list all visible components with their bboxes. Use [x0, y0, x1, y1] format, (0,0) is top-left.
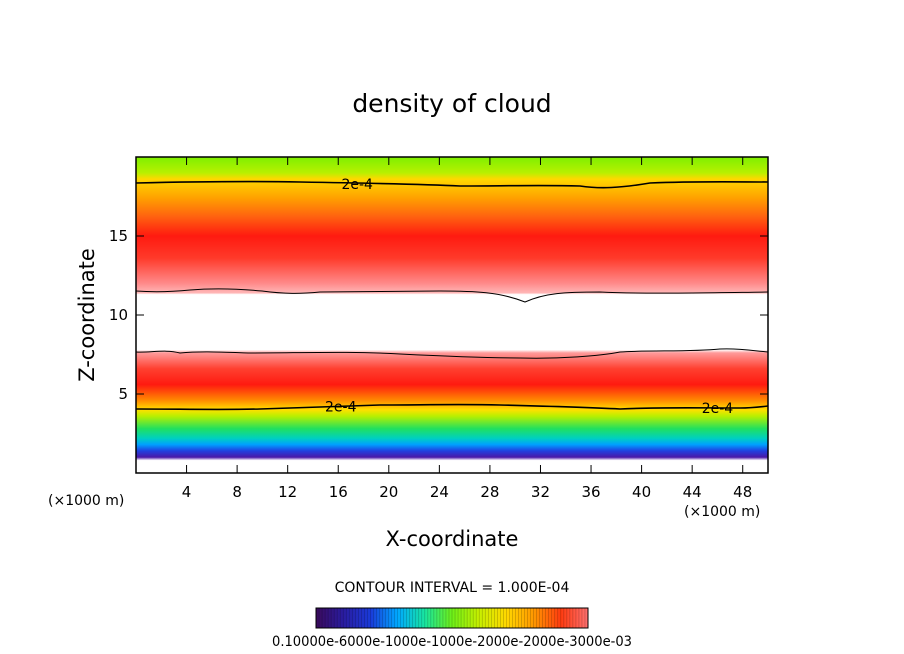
x-tick-label: 8 [232, 483, 242, 501]
x-tick-label: 24 [430, 483, 449, 501]
density-field [136, 157, 768, 473]
lower-cloud-gap-edge [136, 348, 768, 359]
colorbar-stripes [318, 608, 586, 628]
colorbar-gradient [316, 608, 588, 628]
y-axis-label: Z-coordinate [75, 248, 99, 382]
x-tick-label: 4 [182, 483, 192, 501]
contour-label: 2e-4 [341, 177, 373, 193]
y-tick-label: 15 [109, 227, 128, 245]
contour-label: 2e-4 [325, 400, 357, 416]
x-unit-right: (×1000 m) [684, 504, 760, 520]
y-tick-label: 10 [109, 306, 128, 324]
x-tick-label: 44 [683, 483, 702, 501]
x-axis-ticks: 4 8 12 16 20 24 28 32 36 40 44 48 [182, 157, 752, 501]
plot-area [136, 157, 768, 473]
x-tick-label: 40 [632, 483, 651, 501]
x-tick-label: 28 [480, 483, 499, 501]
contour-label: 2e-4 [702, 401, 734, 417]
y-axis-ticks: 5 10 15 [109, 227, 768, 403]
colorbar-frame [315, 607, 589, 629]
x-tick-label: 32 [531, 483, 550, 501]
x-tick-label: 12 [278, 483, 297, 501]
contour-interval: CONTOUR INTERVAL = 1.000E-04 [335, 580, 570, 596]
upper-contour-line [136, 180, 768, 189]
x-unit-left: (×1000 m) [48, 493, 124, 509]
chart-title: density of cloud [352, 89, 551, 118]
x-tick-label: 36 [581, 483, 600, 501]
x-tick-label: 48 [733, 483, 752, 501]
y-tick-label: 5 [118, 385, 128, 403]
x-tick-label: 16 [329, 483, 348, 501]
colorbar: 0.10000e-6000e-1000e-1000e-2000e-2000e-3… [272, 607, 632, 650]
lower-contour-line [136, 403, 768, 411]
contour-label-layer: 2e-4 2e-4 2e-4 [325, 177, 734, 417]
x-axis-label: X-coordinate [386, 527, 519, 551]
colorbar-labels: 0.10000e-6000e-1000e-1000e-2000e-2000e-3… [272, 634, 632, 650]
x-tick-label: 20 [379, 483, 398, 501]
upper-cloud-gap-edge [136, 288, 768, 303]
